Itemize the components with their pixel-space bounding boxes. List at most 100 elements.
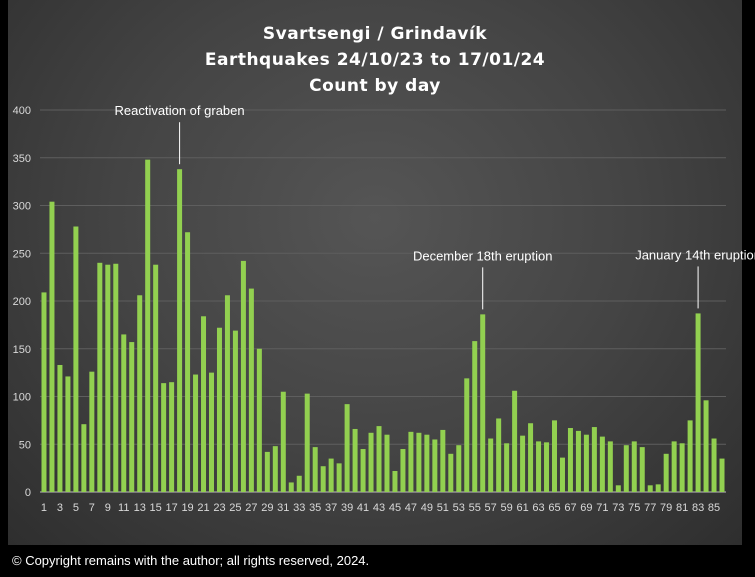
bar-day-78: [655, 484, 661, 492]
bar-day-73: [615, 485, 621, 492]
bar-day-49: [424, 434, 430, 492]
bar-day-26: [240, 260, 246, 492]
bar-day-56: [480, 314, 486, 492]
bar-day-28: [256, 348, 262, 492]
x-tick-label: 47: [405, 502, 417, 514]
x-tick-label: 3: [57, 502, 63, 514]
bar-day-54: [464, 378, 470, 492]
x-tick-label: 69: [580, 502, 592, 514]
bar-day-64: [544, 442, 550, 492]
bar-day-44: [384, 434, 390, 492]
bar-day-16: [161, 383, 167, 492]
x-tick-label: 51: [437, 502, 449, 514]
x-tick-label: 33: [293, 502, 305, 514]
bar-day-11: [121, 334, 127, 492]
bar-day-77: [647, 485, 653, 492]
bar-day-79: [663, 453, 669, 492]
bar-day-42: [368, 432, 374, 492]
y-tick-label: 300: [13, 201, 31, 213]
bar-day-48: [416, 432, 422, 492]
bar-day-7: [89, 371, 95, 492]
bar-day-3: [57, 364, 63, 492]
bar-day-68: [575, 430, 581, 492]
bar-day-57: [488, 438, 494, 492]
bar-day-65: [552, 420, 557, 492]
bar-day-41: [360, 449, 366, 492]
x-tick-label: 59: [501, 502, 513, 514]
x-tick-label: 13: [134, 502, 146, 514]
x-tick-label: 53: [453, 502, 465, 514]
y-tick-label: 350: [13, 153, 31, 165]
bar-day-40: [352, 428, 358, 492]
x-tick-label: 27: [245, 502, 257, 514]
bar-day-21: [201, 316, 207, 492]
x-tick-label: 73: [612, 502, 624, 514]
x-tick-label: 45: [389, 502, 401, 514]
bar-day-71: [599, 436, 605, 492]
x-tick-label: 17: [165, 502, 177, 514]
bar-day-6: [81, 424, 87, 492]
bar-day-74: [623, 445, 629, 492]
bar-day-4: [65, 376, 71, 492]
bar-day-2: [49, 201, 55, 492]
bar-day-80: [671, 441, 677, 492]
bar-day-32: [288, 482, 294, 492]
y-tick-label: 100: [13, 392, 31, 404]
bar-day-82: [687, 420, 693, 492]
bar-day-35: [312, 447, 318, 492]
x-tick-label: 39: [341, 502, 353, 514]
x-tick-label: 55: [469, 502, 481, 514]
chart-title-line-1: Svartsengi / Grindavík: [262, 24, 488, 44]
annotation-label: January 14th eruption: [635, 247, 755, 262]
bar-day-85: [711, 438, 717, 492]
x-tick-label: 29: [261, 502, 273, 514]
bar-day-55: [472, 341, 478, 492]
bar-day-84: [703, 400, 709, 492]
annotation-label: December 18th eruption: [413, 248, 552, 263]
bar-day-53: [456, 445, 462, 492]
y-tick-label: 150: [13, 344, 31, 356]
bar-day-61: [520, 435, 526, 492]
x-tick-label: 15: [150, 502, 162, 514]
x-tick-label: 49: [421, 502, 433, 514]
x-tick-label: 79: [660, 502, 672, 514]
copyright-notice: © Copyright remains with the author; all…: [12, 553, 370, 568]
bar-day-37: [328, 458, 334, 492]
x-tick-label: 57: [485, 502, 497, 514]
bar-day-81: [679, 443, 685, 492]
x-tick-label: 81: [676, 502, 688, 514]
bar-day-43: [376, 426, 382, 492]
bar-day-36: [320, 466, 326, 492]
bar-day-34: [304, 393, 310, 492]
x-tick-label: 63: [532, 502, 544, 514]
x-tick-label: 21: [197, 502, 209, 514]
bar-day-22: [209, 372, 214, 492]
bar-day-8: [97, 262, 103, 492]
x-tick-label: 71: [596, 502, 608, 514]
bar-day-15: [153, 264, 159, 492]
bar-day-31: [280, 391, 286, 492]
bar-day-30: [272, 446, 278, 492]
bar-day-51: [440, 429, 446, 492]
x-tick-label: 5: [73, 502, 79, 514]
bar-day-29: [264, 451, 270, 492]
x-tick-label: 61: [516, 502, 528, 514]
x-tick-label: 43: [373, 502, 385, 514]
y-tick-label: 250: [13, 248, 31, 260]
bar-day-12: [129, 342, 135, 492]
bar-day-25: [232, 330, 238, 492]
bar-day-50: [432, 439, 438, 492]
bar-day-39: [344, 404, 350, 492]
bar-day-59: [504, 443, 510, 492]
bar-day-18: [177, 169, 183, 492]
bar-day-83: [695, 313, 701, 492]
bar-day-60: [512, 390, 518, 492]
bar-day-38: [336, 463, 342, 492]
x-tick-label: 75: [628, 502, 640, 514]
bar-day-52: [448, 453, 454, 492]
x-tick-label: 19: [181, 502, 193, 514]
bar-day-9: [105, 264, 111, 492]
bar-day-5: [73, 226, 79, 492]
x-tick-label: 83: [692, 502, 704, 514]
